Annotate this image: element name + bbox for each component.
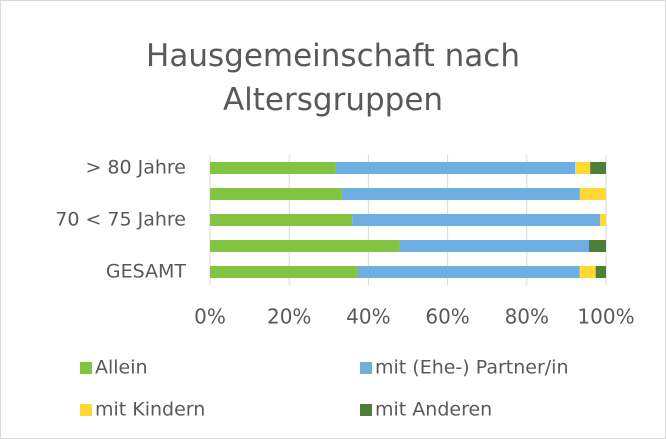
y-tick-label: > 80 Jahre [85,157,186,179]
x-tick-label: 40% [346,305,390,329]
bar-segment [210,162,336,174]
bar-segment [210,188,342,200]
legend-label: Allein [95,357,148,379]
chart-title: Hausgemeinschaft nach Altersgruppen [146,38,520,118]
legend-swatch [80,404,92,416]
bar-segment [210,240,399,252]
x-tick-label: 80% [505,305,549,329]
bar-segment [579,188,606,200]
bar-segment [356,266,580,278]
bar-segment [575,162,591,174]
bar-segment [210,214,353,226]
bar-segment [352,214,601,226]
x-tick-label: 0% [194,305,226,329]
bar-segment [398,240,589,252]
bar-segment [600,214,606,226]
bar-segment [210,266,357,278]
legend-label: mit Kindern [95,399,205,421]
legend-label: mit Anderen [375,399,492,421]
bar-segment [590,162,606,174]
bar-segment [595,266,606,278]
legend-swatch [80,362,92,374]
bar-segment [579,266,596,278]
legend-swatch [360,404,372,416]
bar-segment [588,240,606,252]
x-tick-label: 60% [425,305,469,329]
x-tick-label: 20% [267,305,311,329]
bar-segment [335,162,576,174]
y-tick-label: GESAMT [106,261,187,283]
legend-label: mit (Ehe-) Partner/in [375,357,569,379]
x-tick-label: 100% [577,305,634,329]
bar-segment [341,188,580,200]
legend-swatch [360,362,372,374]
y-tick-label: 70 < 75 Jahre [55,209,186,231]
